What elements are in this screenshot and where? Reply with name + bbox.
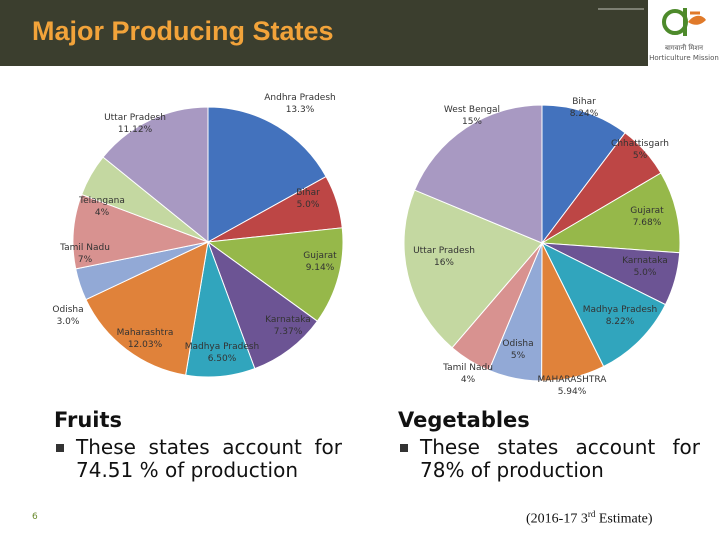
estimate-text: (2016-17 3 [526,511,588,527]
fruits-slice-andhra-pradesh [207,106,327,243]
vegetables-slice-bihar [541,104,626,245]
vegetables-slice-uttar-pradesh [403,189,543,349]
vegetables-slice-gujarat [540,172,681,254]
vegetables-label-west-bengal: West Bengal 15% [444,105,500,127]
fruits-label-karnataka: Karnataka 7.37% [265,315,311,337]
fruits-label-gujarat: Gujarat 9.14% [303,251,337,273]
estimate-suffix: Estimate) [595,511,653,527]
estimate-note: (2016-17 3rd Estimate) [526,509,652,528]
fruits-slice-gujarat [206,227,344,322]
vegetables-label-gujarat: Gujarat 7.68% [630,206,664,228]
fruits-label-uttar-pradesh: Uttar Pradesh 11.12% [104,113,166,135]
header-divider [598,8,644,10]
vegetables-label-uttar-pradesh: Uttar Pradesh 16% [413,246,475,268]
logo-caption-hindi: बागवानी मिशन [664,44,704,52]
vegetables-label-madhya-pradesh: Madhya Pradesh 8.22% [583,305,658,327]
bullet-square-icon [400,444,408,452]
vegetables-label-karnataka: Karnataka 5.0% [622,256,668,278]
leaf-logo-icon [662,8,706,36]
vegetables-bullet-text: These states account for 78% of producti… [420,435,700,482]
fruits-slice-karnataka [206,240,319,370]
estimate-superscript: rd [587,509,596,519]
fruits-label-andhra-pradesh: Andhra Pradesh 13.3% [264,93,335,115]
fruits-bullet-text: These states account for 74.51 % of prod… [76,435,342,482]
page-number: 6 [32,512,38,522]
fruits-slice-maharashtra [85,241,209,376]
horticulture-mission-logo: बागवानी मिशन Horticulture Mission [648,0,720,66]
vegetables-label-chhattisgarh: Chhattisgarh 5% [611,139,669,161]
vegetables-slice-madhya-pradesh [540,241,667,368]
logo-caption-english: Horticulture Mission [649,54,719,62]
fruits-label-odisha: Odisha 3.0% [52,305,83,327]
page-title: Major Producing States [32,16,334,46]
bullet-square-icon [56,444,64,452]
vegetables-section: Vegetables These states account for 78% … [398,408,700,482]
fruits-label-tamil-nadu: Tamil Nadu 7% [59,243,110,265]
vegetables-slice-west-bengal [413,104,543,244]
fruits-heading: Fruits [54,408,123,432]
fruits-label-maharashtra: Maharashtra 12.03% [117,328,174,350]
vegetables-label-odisha: Odisha 5% [502,339,533,361]
fruits-section: Fruits These states account for 74.51 % … [54,408,342,482]
fruits-label-bihar: Bihar 5.0% [296,188,320,210]
fruits-slice-uttar-pradesh [102,106,209,244]
fruits-label-telangana: Telangana 4% [78,196,125,218]
fruits-bullet: These states account for 74.51 % of prod… [54,436,342,482]
header-bar: Major Producing States बागवानी मिशन Hort… [0,0,720,66]
vegetables-label-tamil-nadu: Tamil Nadu 4% [442,363,493,385]
fruits-label-madhya-pradesh: Madhya Pradesh 6.50% [185,342,260,364]
vegetables-label-bihar: Bihar 8.24% [570,97,599,119]
vegetables-heading: Vegetables [398,408,530,432]
vegetables-bullet: These states account for 78% of producti… [398,436,700,482]
vegetables-label-maharashtra: MAHARASHTRA 5.94% [538,375,608,397]
